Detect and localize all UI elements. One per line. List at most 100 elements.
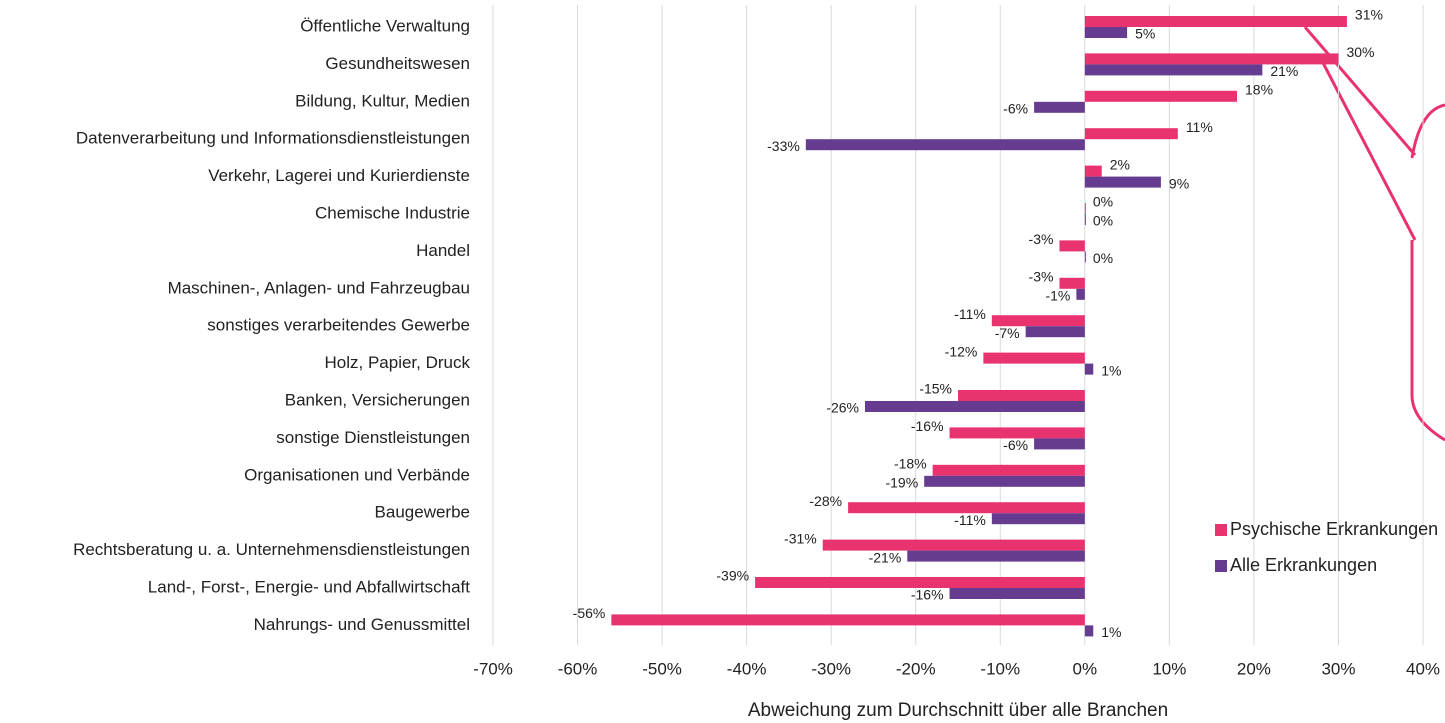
data-label: -28% (809, 493, 842, 509)
x-axis-label: Abweichung zum Durchschnitt über alle Br… (748, 700, 1168, 721)
x-tick-label: -70% (473, 659, 513, 678)
x-tick-label: 0% (1073, 659, 1098, 678)
bar (1084, 363, 1094, 375)
data-label: 0% (1093, 194, 1113, 210)
bar (1025, 326, 1085, 338)
data-label: 1% (1101, 624, 1121, 640)
bar (924, 475, 1085, 487)
bar (611, 614, 1085, 626)
data-label: -16% (911, 587, 944, 603)
y-tick-label: Handel (416, 241, 470, 260)
data-label: 2% (1110, 156, 1130, 172)
bar (907, 550, 1085, 562)
x-tick-label: 30% (1321, 659, 1355, 678)
bar (949, 588, 1085, 599)
y-tick-label: Banken, Versicherungen (285, 390, 470, 409)
bar (983, 352, 1085, 364)
bar (1084, 214, 1086, 225)
bar (991, 513, 1085, 525)
bar (1084, 128, 1178, 140)
y-tick-label: Maschinen-, Anlagen- und Fahrzeugbau (168, 278, 470, 297)
data-label: -12% (945, 343, 978, 359)
data-label: -3% (1029, 269, 1054, 285)
data-label: 0% (1093, 250, 1113, 266)
bar (1084, 165, 1102, 177)
data-label: -31% (784, 530, 817, 546)
data-label: -18% (894, 456, 927, 472)
data-label: 31% (1355, 7, 1383, 23)
y-tick-label: Holz, Papier, Druck (325, 353, 471, 372)
y-tick-label: Nahrungs- und Genussmittel (254, 615, 470, 634)
bar (1084, 625, 1094, 637)
bar (1084, 176, 1161, 188)
bar (1084, 203, 1086, 214)
bar (1084, 251, 1086, 263)
bar (1076, 288, 1085, 300)
data-label: 5% (1135, 26, 1155, 42)
data-label: -15% (919, 381, 952, 397)
bar (1059, 277, 1085, 289)
x-tick-label: -10% (980, 659, 1020, 678)
data-label: -26% (826, 400, 859, 416)
bar (805, 139, 1085, 151)
bar (1034, 438, 1085, 450)
y-tick-label: Öffentliche Verwaltung (300, 16, 470, 35)
bar (1059, 240, 1085, 252)
data-label: -56% (573, 605, 606, 621)
data-label: -6% (1003, 437, 1028, 453)
bar (848, 502, 1085, 514)
data-label: -19% (885, 475, 918, 491)
bar (755, 577, 1085, 588)
x-tick-label: -50% (642, 659, 682, 678)
bar (991, 315, 1085, 327)
bar (1084, 27, 1128, 38)
x-tick-label: 40% (1406, 659, 1440, 678)
bar (822, 539, 1085, 551)
data-label: 21% (1270, 63, 1298, 79)
legend-label: Alle Erkrankungen (1230, 555, 1377, 575)
x-tick-label: -20% (896, 659, 936, 678)
data-label: -1% (1045, 288, 1070, 304)
callout-decor (1303, 26, 1445, 442)
bar (1084, 16, 1347, 27)
bar (958, 390, 1085, 401)
legend-label: Psychische Erkrankungen (1230, 519, 1438, 539)
y-tick-label: Verkehr, Lagerei und Kurierdienste (208, 166, 470, 185)
data-label: -11% (954, 306, 986, 322)
x-tick-label: -30% (811, 659, 851, 678)
data-label: 9% (1169, 175, 1189, 191)
data-label: 30% (1346, 44, 1374, 60)
data-label: 18% (1245, 82, 1273, 98)
y-tick-label: Gesundheitswesen (325, 54, 470, 73)
bar (1084, 90, 1237, 102)
data-label: -39% (716, 568, 749, 584)
y-tick-label: Chemische Industrie (315, 203, 470, 222)
y-tick-label: Bildung, Kultur, Medien (295, 91, 470, 110)
bar (1084, 53, 1339, 65)
bar (949, 427, 1085, 439)
data-label: 0% (1093, 213, 1113, 229)
x-tick-label: -60% (558, 659, 598, 678)
data-label: -7% (995, 325, 1020, 341)
data-label: -3% (1029, 231, 1054, 247)
data-label: -11% (954, 512, 986, 528)
y-tick-label: Rechtsberatung u. a. Unternehmensdienstl… (73, 540, 470, 559)
y-tick-label: Baugewerbe (375, 503, 470, 522)
data-label: -6% (1003, 101, 1028, 117)
y-tick-label: Organisationen und Verbände (244, 465, 470, 484)
y-tick-label: sonstiges verarbeitendes Gewerbe (207, 316, 470, 335)
data-label: -21% (869, 549, 902, 565)
data-label: 11% (1186, 119, 1213, 135)
legend-swatch (1215, 524, 1227, 536)
data-label: 1% (1101, 362, 1121, 378)
bar (1034, 101, 1085, 113)
legend-swatch (1215, 560, 1227, 572)
y-tick-label: Land-, Forst-, Energie- und Abfallwirtsc… (148, 577, 470, 596)
bar (932, 464, 1085, 476)
data-label: -16% (911, 418, 944, 434)
bar (865, 401, 1085, 412)
y-tick-label: Datenverarbeitung und Informationsdienst… (76, 129, 470, 148)
data-label: -33% (767, 138, 800, 154)
